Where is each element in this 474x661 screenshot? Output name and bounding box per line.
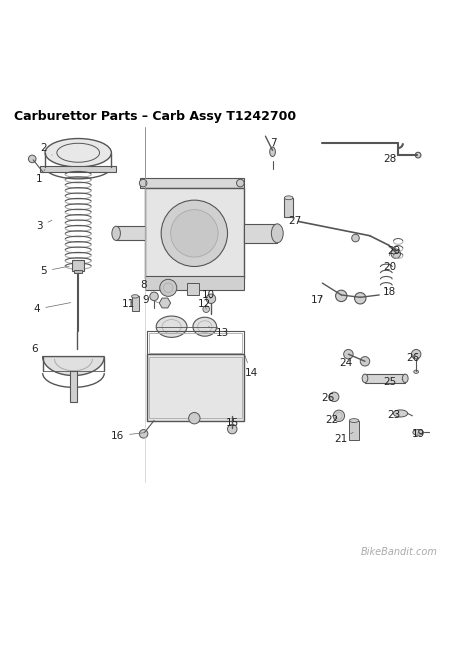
Text: 6: 6 [31,344,43,356]
Bar [145,188,244,278]
Circle shape [228,424,237,434]
Circle shape [139,179,147,187]
Text: 11: 11 [122,299,136,309]
Ellipse shape [284,196,293,200]
Bar [365,374,405,383]
Circle shape [237,179,244,187]
Text: 10: 10 [202,290,215,300]
Text: 1: 1 [36,169,45,184]
Circle shape [150,292,158,301]
Ellipse shape [414,370,419,373]
Text: 26: 26 [321,393,335,403]
Ellipse shape [112,226,120,241]
Bar [349,420,359,440]
Circle shape [355,293,366,304]
Circle shape [344,350,353,359]
Circle shape [203,306,210,313]
Text: 8: 8 [140,280,152,291]
Circle shape [206,294,216,303]
Circle shape [352,234,359,242]
Text: 29: 29 [388,246,401,256]
Text: 2: 2 [40,143,52,155]
Circle shape [360,356,370,366]
Bar [132,296,139,311]
Text: 25: 25 [383,377,402,387]
Text: 24: 24 [339,358,353,368]
Ellipse shape [193,317,217,336]
Text: 14: 14 [245,356,258,378]
Bar [116,226,145,241]
Text: 21: 21 [335,432,353,444]
Circle shape [171,210,218,257]
Text: 9: 9 [143,295,158,305]
Circle shape [28,155,36,163]
Text: 17: 17 [311,295,324,305]
Text: 18: 18 [383,287,396,297]
Text: Carburettor Parts – Carb Assy T1242700: Carburettor Parts – Carb Assy T1242700 [14,110,296,123]
Circle shape [336,290,347,301]
Ellipse shape [270,147,275,157]
Bar [40,165,116,172]
Circle shape [415,152,421,158]
Text: 23: 23 [388,410,401,420]
Text: 26: 26 [407,353,420,363]
Text: 19: 19 [411,429,425,439]
Ellipse shape [413,430,423,435]
Text: 13: 13 [209,327,229,338]
Bar [149,356,242,418]
Bar [187,283,199,295]
Text: 12: 12 [198,299,211,309]
Text: 15: 15 [226,418,239,428]
Text: 4: 4 [34,303,71,314]
Polygon shape [43,356,104,375]
Circle shape [139,430,148,438]
Ellipse shape [156,316,187,337]
Bar [72,260,84,271]
Text: 20: 20 [383,254,396,272]
Bar [147,331,244,354]
Circle shape [391,249,401,258]
Bar [244,224,277,243]
Ellipse shape [402,374,408,383]
Circle shape [411,350,421,359]
Bar [70,371,77,402]
Polygon shape [159,298,171,308]
Ellipse shape [362,374,368,383]
Circle shape [189,412,200,424]
Circle shape [160,280,177,296]
Text: 3: 3 [36,220,52,231]
Circle shape [161,200,228,266]
Circle shape [329,392,339,402]
Bar [149,333,242,353]
Bar [147,354,244,420]
Bar [284,198,293,217]
Ellipse shape [349,418,359,422]
Text: 28: 28 [383,154,396,164]
Ellipse shape [393,410,408,417]
Text: BikeBandit.com: BikeBandit.com [360,547,437,557]
Text: 7: 7 [270,138,277,148]
Bar [74,270,82,273]
Bar [145,276,244,290]
Bar [140,178,244,188]
Text: 27: 27 [288,215,301,225]
Ellipse shape [45,139,111,167]
Text: 22: 22 [325,414,338,424]
Ellipse shape [271,224,283,243]
Circle shape [333,410,345,422]
Ellipse shape [131,295,138,298]
Text: 5: 5 [40,266,69,276]
Text: 16: 16 [111,431,144,441]
